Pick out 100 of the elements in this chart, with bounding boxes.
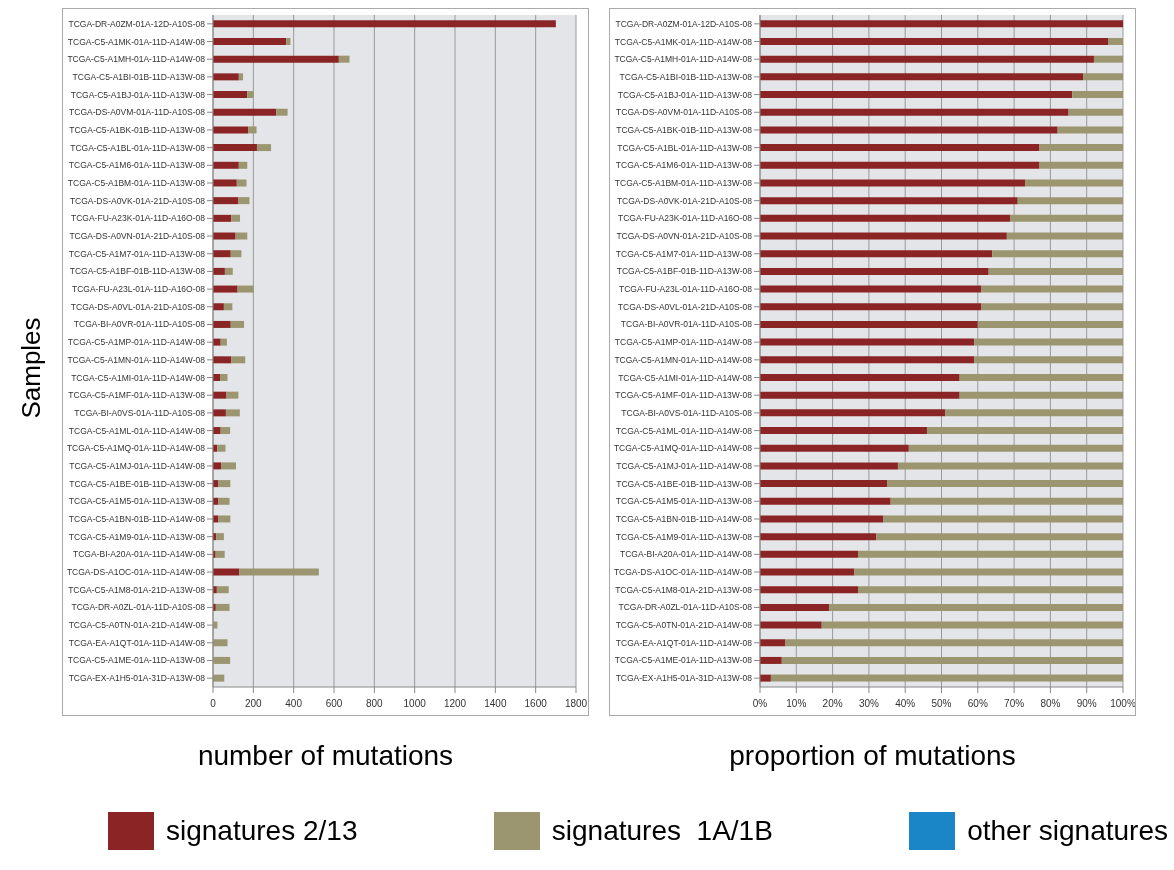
bar [760,674,771,682]
y-tick-label: TCGA-DS-A0VK-01A-21D-A10S-08 [69,195,206,206]
x-tick-label: 1400 [484,698,507,709]
x-tick-label: 40% [895,698,916,709]
bar [760,108,1069,116]
bar [760,568,855,576]
y-tick-label: TCGA-C5-A1M9-01A-11D-A13W-08 [68,531,206,542]
bar [760,144,1040,152]
x-tick-label: 200 [244,698,263,709]
bar [1039,144,1123,152]
y-tick-label: TCGA-DS-A1OC-01A-11D-A14W-08 [66,567,206,578]
bar [213,108,277,116]
y-tick-label: TCGA-FU-A23K-01A-11D-A16O-08 [618,213,753,224]
bar [760,197,1018,205]
bar [224,267,233,275]
bar [213,427,221,435]
y-tick-label: TCGA-EA-A1QT-01A-11D-A14W-08 [68,637,206,648]
bar [760,338,975,346]
bar [213,568,240,576]
legend-label: other signatures [967,815,1168,847]
y-tick-label: TCGA-C5-A1M9-01A-11D-A13W-08 [615,531,753,542]
y-tick-label: TCGA-C5-A1MN-01A-11D-A14W-08 [67,354,206,365]
bar [213,303,224,311]
bar [235,232,248,240]
y-tick-label: TCGA-DS-A0VL-01A-21D-A10S-08 [70,301,206,312]
y-tick-label: TCGA-C5-A1M6-01A-11D-A13W-08 [68,160,206,171]
y-tick-label: TCGA-C5-A1BL-01A-11D-A13W-08 [617,142,753,153]
y-tick-label: TCGA-EX-A1H5-01A-31D-A13W-08 [615,673,753,684]
y-tick-label: TCGA-C5-A1M8-01A-21D-A13W-08 [68,584,206,595]
y-tick-label: TCGA-DR-A0ZL-01A-11D-A10S-08 [618,602,753,613]
y-tick-label: TCGA-C5-A1MK-01A-11D-A14W-08 [67,36,206,47]
x-tick-label: 100% [1110,698,1136,709]
bar [760,621,822,629]
bar [213,656,231,664]
y-tick-label: TCGA-C5-A1BF-01B-11D-A13W-08 [69,266,206,277]
bar [231,214,241,222]
bar [213,55,339,63]
y-tick-label: TCGA-C5-A1M8-01A-21D-A13W-08 [615,584,753,595]
bar [760,409,946,417]
x-tick-label: 600 [325,698,343,709]
bar [1006,232,1123,240]
bar [213,179,237,187]
bar [213,20,556,28]
bar [770,674,1123,682]
x-tick-label: 90% [1076,698,1097,709]
bar [1024,179,1123,187]
bar [760,179,1025,187]
y-tick-label: TCGA-DS-A0VM-01A-11D-A10S-08 [616,107,753,118]
bar [213,338,221,346]
bar [974,338,1123,346]
x-tick-label: 80% [1040,698,1061,709]
bar [213,409,226,417]
y-tick-label: TCGA-C5-A1BL-01A-11D-A13W-08 [70,142,206,153]
bar [992,250,1123,258]
y-tick-label: TCGA-C5-A1ML-01A-11D-A14W-08 [68,425,206,436]
y-tick-label: TCGA-C5-A1MF-01A-11D-A13W-08 [615,390,753,401]
x-tick-label: 70% [1004,698,1025,709]
bar [213,126,249,134]
y-tick-label: TCGA-DS-A0VM-01A-11D-A10S-08 [69,107,206,118]
bar [760,320,978,328]
bar [213,391,227,399]
bar [216,533,224,541]
bar [213,161,239,169]
bar [760,515,884,523]
y-tick-label: TCGA-C5-A1MJ-01A-11D-A14W-08 [69,460,206,471]
bar [760,161,1040,169]
y-tick-label: TCGA-C5-A1MP-01A-11D-A14W-08 [67,337,206,348]
y-tick-label: TCGA-C5-A1M6-01A-11D-A13W-08 [615,160,753,171]
bar [286,37,291,45]
y-tick-label: TCGA-BI-A0VS-01A-11D-A10S-08 [621,407,753,418]
y-tick-label: TCGA-C5-A1M5-01A-11D-A13W-08 [615,496,753,507]
bar [760,356,975,364]
y-tick-label: TCGA-BI-A0VR-01A-11D-A10S-08 [73,319,206,330]
bar [760,480,888,488]
bar [760,250,993,258]
bar [238,161,248,169]
bar [897,462,1123,470]
y-tick-label: TCGA-C5-A1MF-01A-11D-A13W-08 [68,390,206,401]
legend-label: signatures 1A/1B [551,815,773,847]
bar [988,267,1123,275]
bar [821,621,1123,629]
bar [858,586,1123,594]
bar [1072,91,1123,99]
bar [883,515,1123,523]
x-tick-label: 400 [285,698,303,709]
bar [760,639,786,647]
bar [218,480,231,488]
y-tick-label: TCGA-C5-A1M5-01A-11D-A13W-08 [68,496,206,507]
x-tick-label: 10% [786,698,807,709]
y-tick-label: TCGA-BI-A0VR-01A-11D-A10S-08 [620,319,753,330]
bar [226,391,239,399]
x-tick-label: 1800 [564,698,588,709]
bar [213,232,236,240]
bar [213,37,287,45]
bar [760,232,1007,240]
bar [213,639,228,647]
bar [276,108,288,116]
x-tick-label: 800 [365,698,384,709]
bar [876,533,1123,541]
y-tick-label: TCGA-C5-A0TN-01A-21D-A14W-08 [615,620,753,631]
